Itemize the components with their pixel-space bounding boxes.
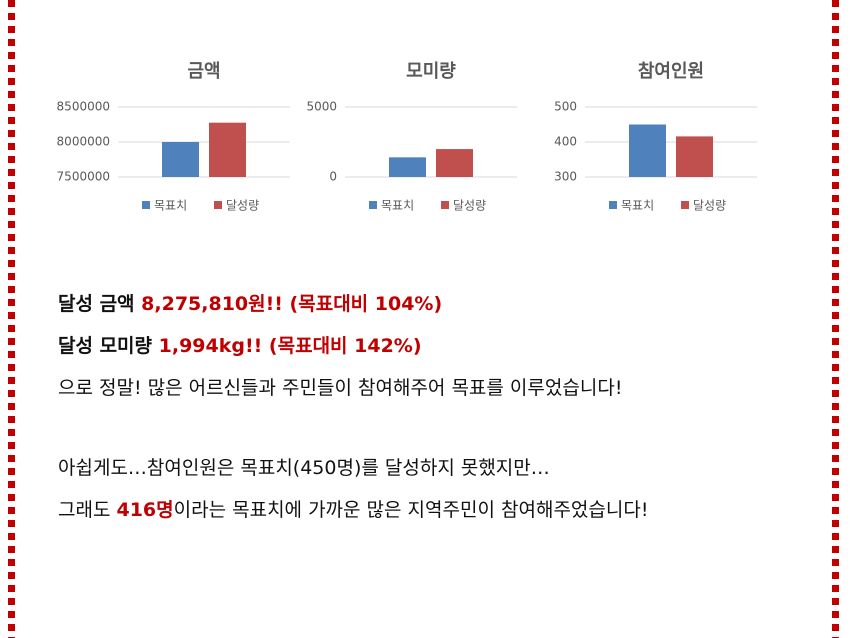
y-tick-label: 0 [329, 170, 337, 184]
legend-label: 달성량 [226, 199, 259, 213]
chart-title: 금액 [187, 61, 220, 82]
text: 으로 정말! 많은 어르신들과 주민들이 참여해주어 목표를 이루었습니다! [58, 377, 623, 399]
chart: 모미량 0 5000 목표치 달성량 [306, 61, 517, 213]
y-tick-label: 7500000 [57, 170, 110, 184]
chart: 금액 7500000 8000000 8500000 목표치 달성량 [57, 61, 290, 213]
y-tick-label: 8500000 [57, 100, 110, 114]
bar [389, 157, 426, 177]
y-tick-label: 5000 [306, 100, 337, 114]
legend-swatch [609, 201, 617, 209]
y-tick-label: 400 [554, 135, 577, 149]
text-line: 으로 정말! 많은 어르신들과 주민들이 참여해주어 목표를 이루었습니다! [58, 372, 648, 414]
legend-label: 목표치 [381, 199, 414, 213]
text-line: 그래도 416명이라는 목표치에 가까운 많은 지역주민이 참여해주었습니다! [58, 494, 648, 536]
text: 달성 모미량 [58, 335, 159, 357]
legend-swatch [214, 201, 222, 209]
y-tick-label: 300 [554, 170, 577, 184]
bar [436, 149, 473, 177]
text: 달성 금액 [58, 293, 142, 315]
text-line: 달성 금액 8,275,810원!! (목표대비 104%) [58, 288, 648, 330]
legend-label: 목표치 [154, 199, 187, 213]
text-line: 아쉽게도…참여인원은 목표치(450명)를 달성하지 못했지만… [58, 452, 648, 494]
chart-title: 참여인원 [638, 61, 704, 82]
paragraph: 달성 금액 8,275,810원!! (목표대비 104%) 달성 모미량 1,9… [58, 288, 648, 414]
legend-label: 달성량 [453, 199, 486, 213]
y-tick-label: 500 [554, 100, 577, 114]
legend-swatch [681, 201, 689, 209]
text: 아쉽게도…참여인원은 목표치(450명)를 달성하지 못했지만… [58, 457, 550, 479]
highlight-text: 1,994kg!! (목표대비 142%) [158, 335, 422, 357]
highlight-text: 8,275,810원!! (목표대비 104%) [141, 293, 443, 315]
highlight-text: 416명 [116, 499, 174, 521]
bar [162, 142, 199, 177]
legend-label: 달성량 [693, 199, 726, 213]
text: 이라는 목표치에 가까운 많은 지역주민이 참여해주었습니다! [173, 499, 649, 521]
legend-swatch [441, 201, 449, 209]
dotted-border [832, 0, 839, 638]
text: 그래도 [58, 499, 117, 521]
text-line: 달성 모미량 1,994kg!! (목표대비 142%) [58, 330, 648, 372]
bar [209, 122, 246, 177]
paragraph: 아쉽게도…참여인원은 목표치(450명)를 달성하지 못했지만… 그래도 416명… [58, 452, 648, 536]
bar [676, 136, 713, 177]
y-tick-label: 8000000 [57, 135, 110, 149]
chart-title: 모미량 [406, 61, 456, 82]
legend-label: 목표치 [621, 199, 654, 213]
bar [629, 124, 666, 177]
legend-swatch [369, 201, 377, 209]
legend-swatch [142, 201, 150, 209]
dotted-border [8, 0, 15, 638]
chart: 참여인원 300 400 500 목표치 달성량 [554, 61, 757, 213]
text-body: 달성 금액 8,275,810원!! (목표대비 104%) 달성 모미량 1,9… [58, 288, 648, 536]
